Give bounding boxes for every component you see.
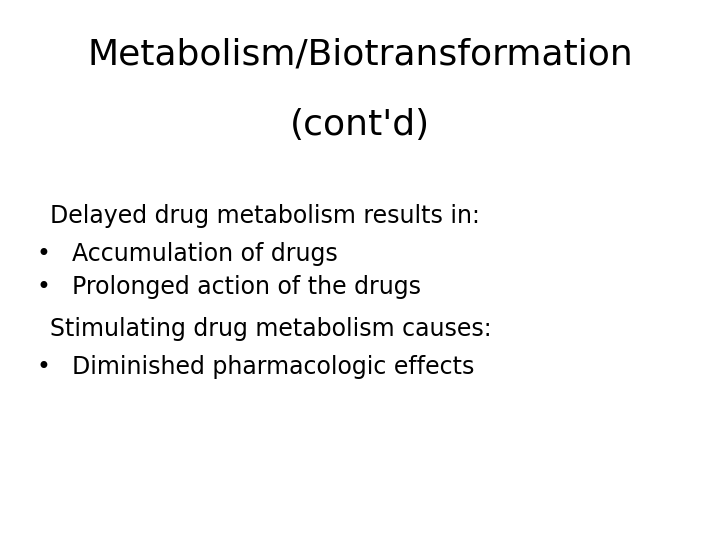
Text: Delayed drug metabolism results in:: Delayed drug metabolism results in: <box>50 204 480 228</box>
Text: Prolonged action of the drugs: Prolonged action of the drugs <box>72 275 421 299</box>
Text: (cont'd): (cont'd) <box>290 108 430 142</box>
Text: •: • <box>36 275 50 299</box>
Text: Metabolism/Biotransformation: Metabolism/Biotransformation <box>87 38 633 72</box>
Text: Accumulation of drugs: Accumulation of drugs <box>72 242 338 266</box>
Text: •: • <box>36 355 50 379</box>
Text: Stimulating drug metabolism causes:: Stimulating drug metabolism causes: <box>50 318 492 341</box>
Text: •: • <box>36 242 50 266</box>
Text: Diminished pharmacologic effects: Diminished pharmacologic effects <box>72 355 474 379</box>
